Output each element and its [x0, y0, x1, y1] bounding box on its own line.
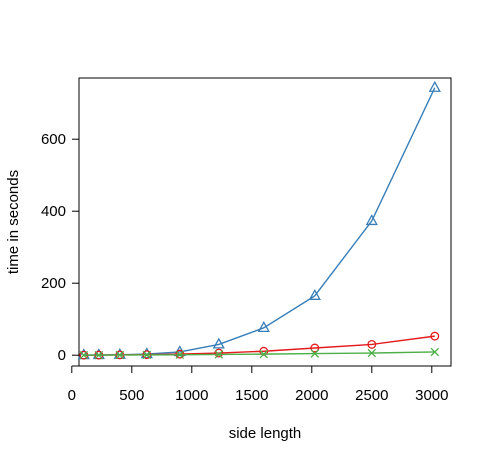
data-point-x [142, 350, 152, 360]
x-axis: 0 500 1000 1500 2000 2500 3000 [68, 365, 448, 404]
data-point-triangle [212, 337, 225, 349]
x-tick-label: 0 [68, 387, 76, 404]
data-point-triangle [257, 321, 270, 332]
x-tick-label: 3000 [415, 387, 448, 404]
series-line [83, 87, 436, 356]
data-point-x [175, 350, 185, 360]
data-point-x [259, 349, 269, 359]
data-point-triangle [365, 214, 378, 226]
x-tick-label: 1500 [235, 387, 268, 404]
x-tick-label: 2500 [355, 387, 388, 404]
data-point-x [94, 350, 104, 360]
y-tick-label: 400 [41, 203, 66, 220]
data-point-x [310, 349, 320, 358]
x-tick-label: 1000 [175, 387, 208, 404]
data-point-x [430, 347, 440, 357]
series-line [83, 351, 435, 356]
data-point-circle [259, 346, 269, 356]
data-point-triangle [308, 288, 321, 300]
y-tick-label: 600 [41, 131, 66, 148]
data-point-circle [367, 339, 377, 349]
data-point-x [214, 350, 224, 359]
y-axis: 0 200 400 600 [41, 131, 80, 364]
data-point-x [115, 350, 125, 360]
y-tick-label: 200 [41, 275, 66, 292]
x-axis-label: side length [229, 425, 302, 442]
data-point-x [79, 350, 89, 360]
y-tick-label: 0 [58, 347, 66, 364]
data-point-circle [214, 348, 224, 358]
data-point-circle [310, 343, 320, 353]
series-layer [77, 80, 441, 360]
data-point-triangle [428, 80, 441, 92]
x-tick-label: 2000 [295, 387, 328, 404]
data-point-x [367, 348, 377, 358]
y-axis-label: time in seconds [5, 170, 22, 274]
data-point-circle [430, 331, 440, 341]
plot-frame [78, 77, 452, 367]
x-tick-label: 500 [119, 387, 144, 404]
